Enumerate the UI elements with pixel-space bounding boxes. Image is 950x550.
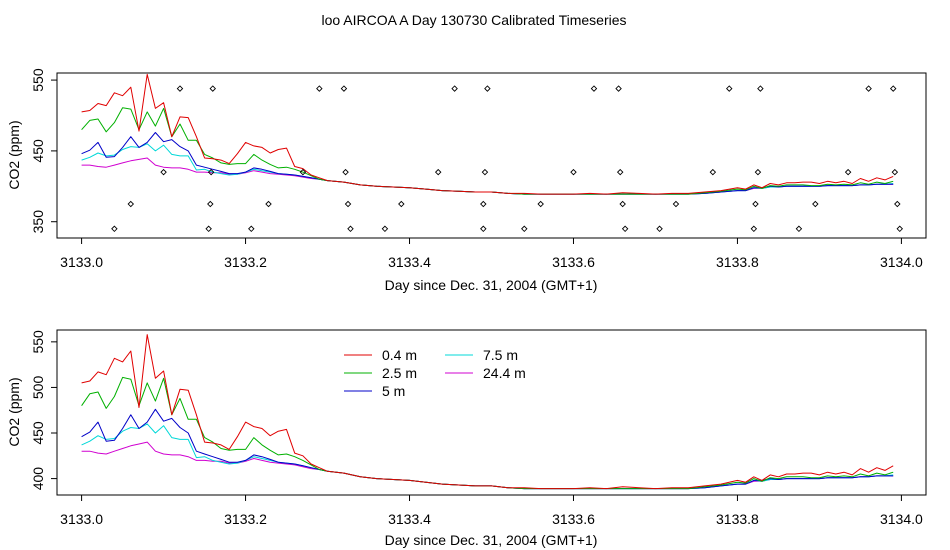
flag-point-marker: [726, 85, 733, 92]
flag-point-marker: [299, 168, 307, 176]
bottom-x-tick-label: 3133.4: [388, 511, 431, 527]
flag-point-marker: [750, 225, 758, 233]
flag-point-marker: [615, 85, 622, 92]
bottom-x-tick-label: 3133.8: [716, 511, 759, 527]
bottom-plot-frame: [56, 329, 927, 496]
bottom-x-tick-label: 3133.6: [552, 511, 595, 527]
top-y-axis: 350 450 550: [30, 68, 57, 233]
top-series-line-2-5-m: [81, 107, 894, 195]
flag-point-marker: [621, 225, 629, 233]
flag-point-marker: [570, 168, 577, 176]
flag-point-marker: [672, 200, 680, 208]
top-x-tick-label: 3133.4: [388, 254, 431, 270]
top-flag-points: [111, 85, 904, 233]
flag-point-marker: [160, 168, 167, 176]
flag-point-marker: [207, 200, 214, 208]
top-series-line-0-4-m: [81, 73, 894, 195]
flag-point-marker: [480, 225, 487, 233]
flag-point-marker: [176, 85, 184, 92]
flag-point-marker: [865, 85, 872, 92]
flag-point-marker: [340, 85, 348, 92]
bottom-y-tick-label: 450: [30, 421, 46, 445]
flag-point-marker: [127, 200, 135, 208]
legend-label: 2.5 m: [382, 365, 417, 381]
flag-point-marker: [481, 168, 489, 176]
flag-point-marker: [752, 200, 759, 208]
figure-title: loo AIRCOA A Day 130730 Calibrated Times…: [321, 12, 626, 28]
flag-point-marker: [894, 200, 901, 208]
flag-point-marker: [480, 200, 487, 208]
bottom-series-line-2-5-m: [81, 376, 894, 490]
flag-point-marker: [381, 225, 389, 233]
top-chart-panel: 350 450 550 3133.0 3133.2 3133.4 3133.6 3133.8…: [6, 68, 927, 293]
top-y-tick-label: 450: [30, 139, 46, 163]
top-x-tick-label: 3134.0: [880, 254, 923, 270]
bottom-y-tick-label: 550: [30, 330, 46, 354]
top-plot-frame: [56, 72, 927, 239]
flag-point-marker: [344, 200, 352, 208]
bottom-x-axis-label: Day since Dec. 31, 2004 (GMT+1): [385, 532, 598, 548]
top-x-tick-label: 3133.6: [552, 254, 595, 270]
flag-point-marker: [342, 168, 349, 176]
flag-point-marker: [398, 200, 405, 208]
bottom-series-line-24-4-m: [81, 441, 894, 490]
bottom-x-tick-label: 3133.0: [60, 511, 103, 527]
chart-legend: 0.4 m 2.5 m 5 m 7.5 m 24.4 m: [344, 347, 526, 399]
flag-point-marker: [265, 200, 272, 208]
top-series-line-24-4-m: [81, 157, 894, 195]
legend-label: 24.4 m: [483, 365, 526, 381]
bottom-x-tick-label: 3133.2: [224, 511, 267, 527]
flag-point-marker: [757, 85, 764, 92]
top-x-axis-label: Day since Dec. 31, 2004 (GMT+1): [385, 277, 598, 293]
flag-point-marker: [521, 225, 528, 233]
flag-point-marker: [451, 85, 458, 92]
legend-label: 0.4 m: [382, 347, 417, 363]
flag-point-marker: [795, 225, 803, 233]
flag-point-marker: [889, 85, 897, 92]
flag-point-marker: [205, 225, 212, 233]
bottom-y-tick-label: 400: [30, 467, 46, 491]
bottom-x-tick-label: 3134.0: [880, 511, 923, 527]
flag-point-marker: [248, 225, 255, 233]
flag-point-marker: [347, 225, 354, 233]
flag-point-marker: [590, 85, 598, 92]
flag-point-marker: [207, 168, 215, 176]
top-x-axis: 3133.0 3133.2 3133.4 3133.6 3133.8 3134.0: [60, 238, 923, 270]
flag-point-marker: [434, 168, 442, 176]
bottom-series-line-0-4-m: [81, 334, 894, 490]
flag-point-marker: [537, 200, 544, 208]
bottom-series-group: [81, 334, 894, 490]
flag-point-marker: [891, 168, 899, 176]
flag-point-marker: [111, 225, 118, 233]
legend-label: 7.5 m: [483, 347, 518, 363]
flag-point-marker: [844, 168, 852, 176]
legend-label: 5 m: [382, 383, 405, 399]
flag-point-marker: [709, 168, 717, 176]
bottom-y-axis: 400 450 500 550: [30, 330, 57, 490]
top-y-tick-label: 550: [30, 68, 46, 92]
bottom-y-axis-label: CO2 (ppm): [6, 377, 22, 446]
top-x-tick-label: 3133.8: [716, 254, 759, 270]
flag-point-marker: [616, 168, 624, 176]
flag-point-marker: [896, 225, 904, 233]
flag-point-marker: [656, 225, 663, 233]
flag-point-marker: [619, 200, 626, 208]
top-y-tick-label: 350: [30, 210, 46, 234]
bottom-series-line-5-m: [81, 408, 894, 490]
top-y-axis-label: CO2 (ppm): [6, 120, 22, 189]
flag-point-marker: [812, 200, 819, 208]
flag-point-marker: [754, 168, 762, 176]
top-series-line-5-m: [81, 132, 894, 195]
flag-point-marker: [316, 85, 323, 92]
flag-point-marker: [209, 85, 217, 92]
bottom-x-axis: 3133.0 3133.2 3133.4 3133.6 3133.8 3134.0: [60, 495, 923, 527]
top-x-tick-label: 3133.0: [60, 254, 103, 270]
top-series-group: [81, 73, 894, 195]
top-x-tick-label: 3133.2: [224, 254, 267, 270]
flag-point-marker: [484, 85, 491, 92]
bottom-y-tick-label: 500: [30, 376, 46, 400]
